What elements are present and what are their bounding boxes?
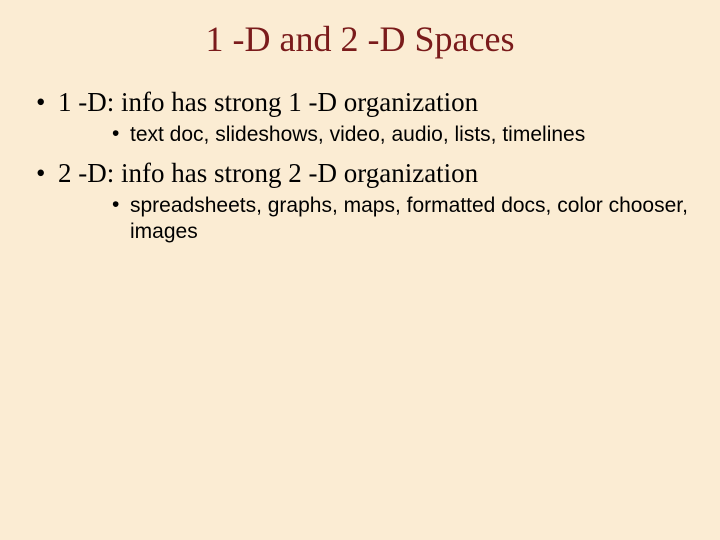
bullet-icon: • bbox=[36, 84, 58, 120]
bullet-level2-row: •spreadsheets, graphs, maps, formatted d… bbox=[36, 193, 690, 246]
subbullet-text: spreadsheets, graphs, maps, formatted do… bbox=[130, 194, 688, 243]
slide: 1 -D and 2 -D Spaces •1 -D: info has str… bbox=[0, 0, 720, 540]
bullet-icon: • bbox=[36, 155, 58, 191]
bullet-level1: •2 -D: info has strong 2 -D organization bbox=[36, 155, 690, 191]
bullet-level2-row: •text doc, slideshows, video, audio, lis… bbox=[36, 122, 690, 148]
bullet-icon: • bbox=[112, 122, 130, 146]
subbullet-text: text doc, slideshows, video, audio, list… bbox=[130, 123, 585, 146]
slide-content: •1 -D: info has strong 1 -D organization… bbox=[0, 84, 720, 246]
bullet-level1: •1 -D: info has strong 1 -D organization bbox=[36, 84, 690, 120]
bullet-text: 2 -D: info has strong 2 -D organization bbox=[58, 158, 478, 188]
bullet-text: 1 -D: info has strong 1 -D organization bbox=[58, 87, 478, 117]
bullet-icon: • bbox=[112, 193, 130, 217]
slide-title: 1 -D and 2 -D Spaces bbox=[0, 0, 720, 84]
